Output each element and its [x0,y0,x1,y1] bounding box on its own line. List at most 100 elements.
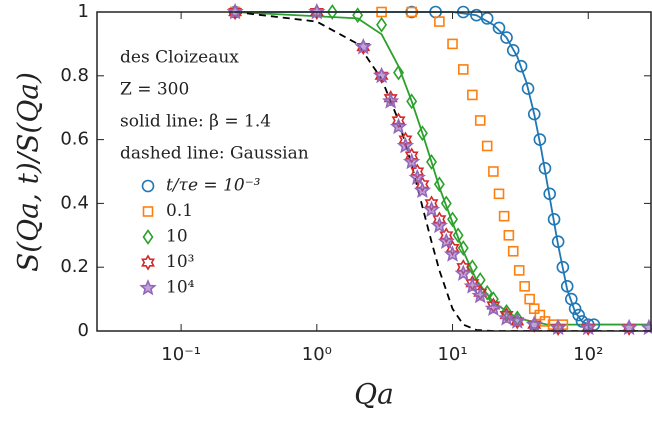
marker [326,4,338,20]
marker [443,245,462,262]
y-tick-label: 0.4 [60,192,89,213]
marker [521,82,535,95]
legend-label: 10 [166,227,188,247]
marker [422,200,441,218]
marker [551,235,565,248]
marker [374,67,389,84]
marker [466,259,478,276]
marker [440,195,452,212]
fit-curve [235,11,651,326]
marker [492,21,506,35]
marker [416,125,428,142]
legend-marker [141,254,155,271]
marker [309,3,324,21]
x-axis-label: Qa [354,378,394,411]
marker [560,280,574,293]
marker [507,245,519,257]
marker [581,319,596,336]
x-tick-label: 10⁻¹ [161,344,201,365]
annotation: dashed line: Gaussian [120,144,309,164]
marker [500,31,513,44]
marker [372,66,391,84]
marker [488,166,499,177]
marker [519,281,530,292]
y-axis-label: S(Qa, t)/S(Qa) [12,72,45,272]
legend-marker [141,179,155,193]
marker [528,303,540,314]
marker [467,89,478,101]
marker [413,181,432,198]
marker [480,12,494,25]
legend-label: 10³ [166,252,194,272]
marker [408,168,426,186]
y-tick-label: 0.2 [60,256,89,277]
marker [454,264,472,281]
marker [426,154,437,170]
y-tick-label: 0.6 [60,129,89,150]
marker [481,284,493,301]
marker [525,315,543,332]
marker [527,107,541,121]
annotation: solid line: β = 1.4 [120,112,271,132]
marker [481,140,493,152]
marker [463,277,481,294]
marker [572,308,585,322]
legend-label: t/τe = 10⁻³ [166,176,261,196]
marker [506,43,520,57]
x-tick-label: 10² [573,344,603,365]
marker [457,64,469,75]
marker [381,92,400,109]
marker [406,93,418,110]
marker [376,16,388,33]
x-tick-label: 10⁰ [302,344,332,365]
legend-marker [142,206,154,217]
marker [447,211,459,228]
marker [396,136,415,154]
fit-curve [234,11,651,331]
marker [356,39,371,56]
marker [524,293,535,305]
marker [556,260,570,274]
marker [533,133,547,146]
marker [543,187,557,201]
legend-marker [139,278,157,296]
marker [474,115,486,126]
marker [352,7,364,24]
marker [484,299,502,316]
marker [471,286,489,304]
y-tick-label: 0 [78,320,89,341]
marker [433,176,445,193]
marker [452,227,464,244]
marker [493,188,505,200]
marker [437,232,455,249]
marker [514,59,528,73]
marker [447,38,458,50]
marker [402,152,421,170]
legend-label: 10⁴ [166,278,195,298]
marker [434,16,445,27]
marker [497,309,516,326]
x-tick-label: 10¹ [437,344,467,365]
marker [568,302,582,315]
y-tick-label: 0.8 [60,65,89,86]
marker [538,162,552,175]
legend-label: 0.1 [166,201,193,221]
marker [498,210,510,222]
fit-curve [235,11,651,326]
annotation: Z = 300 [120,80,189,100]
marker [508,312,526,329]
plot-frame [96,11,652,332]
marker [513,265,525,276]
annotation: des Cloizeaux [120,48,239,68]
marker [430,216,448,234]
marker [393,64,405,81]
marker [354,38,372,55]
legend-marker [142,229,154,245]
marker [389,117,408,135]
marker [228,3,243,21]
marker [503,230,515,241]
y-tick-label: 1 [78,1,89,22]
marker [551,319,566,336]
